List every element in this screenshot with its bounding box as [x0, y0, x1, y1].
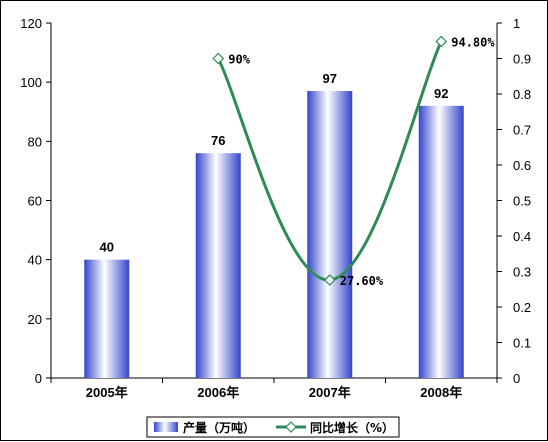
growth-value-label: 90% — [228, 53, 250, 67]
labels-layer: 40 76 97 92 90% 27.60% 94.80% — [100, 35, 496, 288]
y-right-tick-label: 0.4 — [513, 229, 531, 244]
growth-value-label: 27.60% — [340, 274, 384, 288]
y-left-tick-label: 100 — [20, 75, 42, 90]
y-right-tick-label: 0.1 — [513, 336, 531, 351]
growth-marker — [323, 274, 336, 286]
bar-value-label: 92 — [434, 86, 448, 101]
growth-value-label: 94.80% — [451, 35, 495, 49]
legend-line-label: 同比增长（%） — [310, 420, 394, 435]
y-left-tick-label: 80 — [28, 134, 42, 149]
x-tick-label: 2007年 — [309, 385, 351, 400]
x-tick-label: 2008年 — [420, 385, 462, 400]
legend: 产量（万吨） 同比增长（%） — [146, 416, 400, 438]
y-right-tick-label: 0.7 — [513, 123, 531, 138]
y-right-tick-label: 0.8 — [513, 87, 531, 102]
y-left-tick-label: 40 — [28, 253, 42, 268]
y-left-tick-label: 120 — [20, 16, 42, 31]
legend-line-marker — [285, 421, 297, 433]
y-right-tick-label: 0.2 — [513, 300, 531, 315]
bar — [195, 153, 241, 378]
y-right-tick-label: 0.5 — [513, 194, 531, 209]
x-tick-label: 2005年 — [86, 385, 128, 400]
bar-value-label: 97 — [323, 71, 337, 86]
y-left-tick-label: 60 — [28, 194, 42, 209]
y-right-tick-label: 0.9 — [513, 52, 531, 67]
y-left-tick-label: 0 — [35, 371, 42, 386]
bar — [84, 259, 130, 378]
y-right-tick-label: 1 — [513, 16, 520, 31]
bar-value-label: 40 — [100, 240, 114, 255]
y-right-tick-label: 0.6 — [513, 158, 531, 173]
axes-layer: 0 20 40 60 80 100 120 0 0.1 0.2 0.3 0.4 0.5 0.6 0.7 0.8… — [20, 16, 531, 400]
bar — [307, 91, 353, 379]
line-layer — [212, 35, 448, 286]
x-tick-label: 2006年 — [197, 385, 239, 400]
y-right-tick-label: 0.3 — [513, 265, 531, 280]
bar — [418, 105, 464, 378]
bar-value-label: 76 — [211, 133, 225, 148]
growth-marker — [435, 35, 448, 48]
legend-bar-label: 产量（万吨） — [183, 420, 255, 435]
growth-marker — [212, 52, 225, 65]
legend-bar-swatch — [154, 422, 178, 432]
legend-box — [146, 416, 400, 438]
bars-layer — [84, 91, 464, 379]
y-left-tick-label: 20 — [28, 312, 42, 327]
y-right-tick-label: 0 — [513, 371, 520, 386]
